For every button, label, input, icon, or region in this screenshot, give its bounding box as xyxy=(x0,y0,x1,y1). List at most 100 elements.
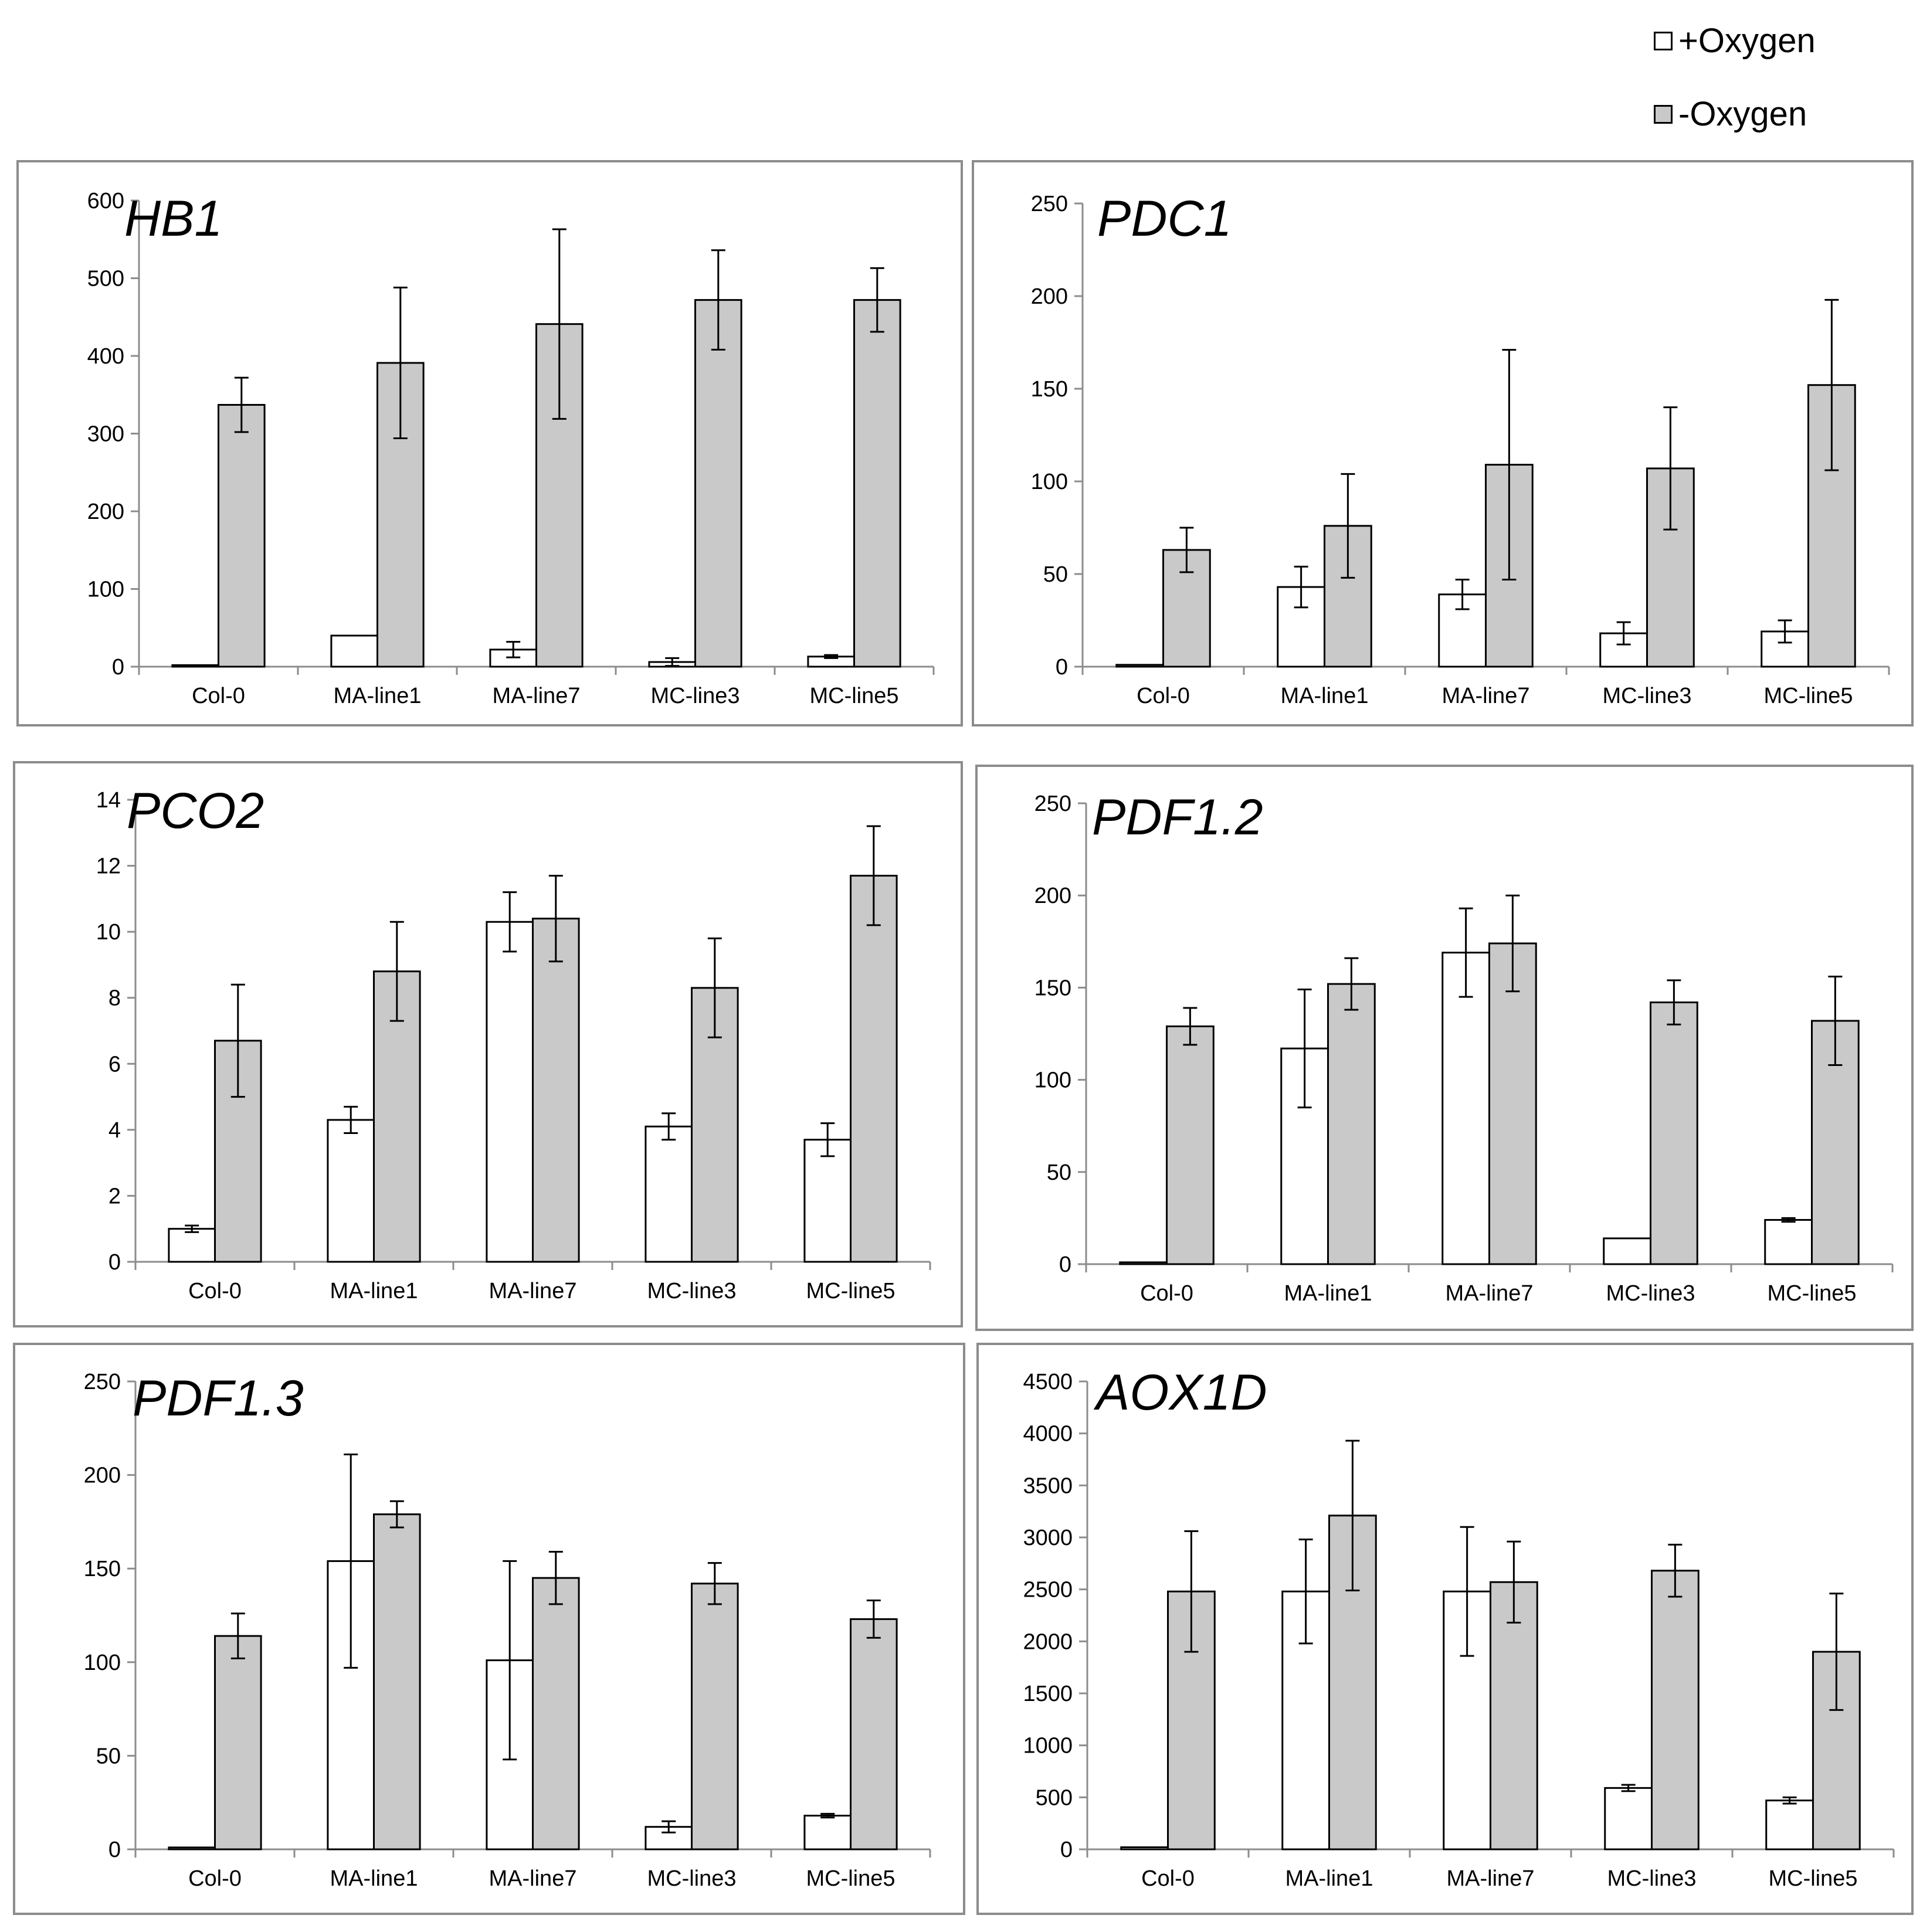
chart-panel-pco2: 0 2 4 6 8 10 12 14 Col-0 MA-line1 MA-line7 MC-line3… xyxy=(13,761,963,1327)
legend: +Oxygen -Oxygen xyxy=(1654,12,1912,147)
chart-svg-pco2: 0 2 4 6 8 10 12 14 Col-0 MA-line1 MA-line7 MC-line3… xyxy=(15,763,961,1325)
legend-item-minus-oxygen: -Oxygen xyxy=(1654,91,1807,138)
bar-oxygen-col-0 xyxy=(1117,665,1164,667)
bar-oxygen-mc-line5 xyxy=(854,300,901,667)
y-tick-label: 150 xyxy=(1034,976,1071,1000)
chart-svg-aox1d: 050010001500200025003000350040004500Col-… xyxy=(979,1345,1911,1913)
legend-item-plus-oxygen: +Oxygen xyxy=(1654,18,1816,64)
y-tick-label: 4 xyxy=(108,1118,121,1143)
y-tick-label: 12 xyxy=(96,854,121,879)
y-tick-label: 100 xyxy=(84,1651,121,1675)
bar-oxygen-mc-line3 xyxy=(646,1126,692,1262)
y-tick-label: 100 xyxy=(1031,470,1068,494)
x-tick-label: MA-line7 xyxy=(1446,1281,1534,1306)
y-tick-label: 14 xyxy=(96,788,121,813)
bar-oxygen-col-0 xyxy=(169,1229,215,1262)
bar-oxygen-mc-line3 xyxy=(1604,1238,1651,1264)
x-tick-label: MA-line7 xyxy=(1447,1866,1535,1891)
chart-panel-pdc1: 0 50 100 150 200 250 Col-0 MA-line1 MA-line7 MC-l… xyxy=(972,160,1914,726)
chart-title: PCO2 xyxy=(127,783,264,839)
x-tick-label: MA-line1 xyxy=(334,684,422,708)
x-tick-label: Col-0 xyxy=(188,1866,242,1891)
x-tick-label: MA-line7 xyxy=(489,1866,577,1891)
chart-svg-pdc1: 050100150200250Col-0 MA-line1 MA-line7 MC-l… xyxy=(974,162,1911,724)
chart-title: PDF1.3 xyxy=(133,1370,304,1427)
chart-panel-aox1d: 0 500 1000 1500 2000 2500 3000 3500 4000 4500 Col-… xyxy=(976,1343,1914,1915)
y-tick-label: 600 xyxy=(87,189,124,213)
y-tick-label: 500 xyxy=(1036,1785,1073,1810)
x-tick-label: Col-0 xyxy=(1137,684,1190,708)
y-tick-label: 3500 xyxy=(1023,1473,1073,1498)
x-tick-label: MC-line3 xyxy=(647,1279,736,1303)
bar-oxygen-ma-line1 xyxy=(1328,984,1375,1264)
x-tick-label: MC-line3 xyxy=(1606,1281,1695,1306)
y-tick-label: 0 xyxy=(108,1250,121,1275)
y-tick-label: 300 xyxy=(87,422,124,447)
legend-swatch-plus-oxygen xyxy=(1654,32,1673,50)
y-tick-label: 2000 xyxy=(1023,1629,1073,1654)
bar-oxygen-ma-line1 xyxy=(331,636,378,667)
y-tick-label: 250 xyxy=(1034,792,1071,816)
y-tick-label: 8 xyxy=(108,986,121,1011)
y-tick-label: 0 xyxy=(1060,1838,1073,1862)
y-tick-label: 0 xyxy=(1056,655,1068,680)
bar-oxygen-col-0 xyxy=(1167,1026,1214,1264)
chart-title: AOX1D xyxy=(1093,1364,1267,1421)
x-tick-label: MA-line7 xyxy=(1442,684,1530,708)
y-tick-label: 500 xyxy=(87,267,124,291)
y-tick-label: 400 xyxy=(87,344,124,369)
y-tick-label: 100 xyxy=(1034,1068,1071,1093)
x-tick-label: MC-line5 xyxy=(809,684,898,708)
bar-oxygen-col-0 xyxy=(1121,1847,1168,1849)
y-tick-label: 250 xyxy=(1031,192,1068,216)
legend-label-minus-oxygen: -Oxygen xyxy=(1678,97,1807,131)
x-tick-label: MC-line3 xyxy=(1607,1866,1696,1891)
x-tick-label: MA-line7 xyxy=(493,684,581,708)
x-tick-label: MA-line1 xyxy=(1281,684,1369,708)
chart-svg-pdf1-3: 0 50 100 150 200 250 Col-0 MA-line1 MA-line7 MC-l… xyxy=(15,1345,963,1913)
bar-oxygen-mc-line5 xyxy=(1766,1801,1813,1849)
chart-panel-hb1: 0 100 200 300 400 500 600 Col-0 MA-line1 MA-line7… xyxy=(16,160,963,726)
x-tick-label: MC-line3 xyxy=(1602,684,1691,708)
bar-oxygen-mc-line5 xyxy=(851,875,897,1262)
x-tick-label: Col-0 xyxy=(1141,1866,1195,1891)
y-tick-label: 0 xyxy=(112,655,124,680)
y-tick-label: 50 xyxy=(1043,562,1068,587)
x-tick-label: MC-line5 xyxy=(806,1279,895,1303)
bar-oxygen-mc-line3 xyxy=(696,300,742,667)
bar-oxygen-ma-line7 xyxy=(1443,953,1490,1264)
chart-title: PDF1.2 xyxy=(1092,789,1263,846)
bar-oxygen-mc-line3 xyxy=(1652,1571,1699,1849)
x-tick-label: MC-line3 xyxy=(650,684,740,708)
x-tick-label: MC-line5 xyxy=(1767,1281,1856,1306)
y-tick-label: 4500 xyxy=(1023,1370,1073,1394)
x-tick-label: MC-line5 xyxy=(1768,1866,1857,1891)
x-tick-label: Col-0 xyxy=(192,684,245,708)
bar-oxygen-mc-line5 xyxy=(851,1619,897,1849)
x-tick-label: MA-line1 xyxy=(1285,1866,1373,1891)
y-tick-label: 200 xyxy=(1031,284,1068,309)
chart-panel-pdf1-2: 0 50 100 150 200 250 Col-0 MA-line1 MA-line7 MC-l… xyxy=(975,765,1914,1331)
chart-svg-hb1: 0 100 200 300 400 500 600 Col-0 MA-line1 MA-line7… xyxy=(19,162,961,724)
y-tick-label: 2 xyxy=(108,1184,121,1208)
legend-swatch-minus-oxygen xyxy=(1654,105,1673,124)
y-tick-label: 3000 xyxy=(1023,1526,1073,1550)
y-tick-label: 150 xyxy=(84,1557,121,1581)
bar-oxygen-col-0 xyxy=(172,665,219,667)
y-tick-label: 1500 xyxy=(1023,1682,1073,1706)
y-tick-label: 0 xyxy=(108,1838,121,1862)
x-tick-label: MC-line5 xyxy=(806,1866,895,1891)
y-tick-label: 200 xyxy=(87,500,124,524)
chart-svg-pdf1-2: 0 50 100 150 200 250 Col-0 MA-line1 MA-line7 MC-l… xyxy=(978,767,1911,1329)
x-tick-label: Col-0 xyxy=(188,1279,242,1303)
bar-oxygen-mc-line5 xyxy=(805,1816,851,1849)
y-tick-label: 1000 xyxy=(1023,1734,1073,1758)
y-tick-label: 2500 xyxy=(1023,1578,1073,1602)
chart-panel-pdf1-3: 0 50 100 150 200 250 Col-0 MA-line1 MA-line7 MC-l… xyxy=(13,1343,965,1915)
bar-oxygen-col-0 xyxy=(215,1636,262,1849)
y-tick-label: 250 xyxy=(84,1370,121,1394)
bar-oxygen-mc-line5 xyxy=(1765,1220,1812,1264)
y-tick-label: 100 xyxy=(87,578,124,602)
bar-oxygen-mc-line3 xyxy=(1651,1003,1698,1264)
y-tick-label: 0 xyxy=(1059,1252,1071,1277)
